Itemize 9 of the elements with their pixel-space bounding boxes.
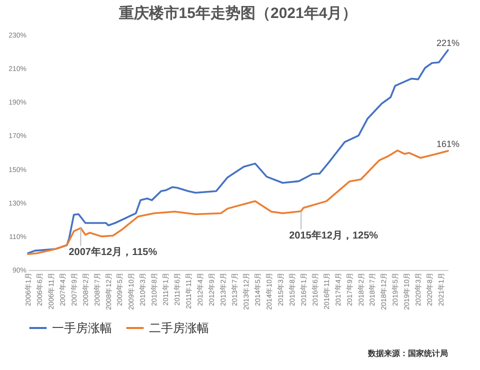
source-note: 数据来源：国家统计局 xyxy=(367,348,448,358)
legend-label: 二手房涨幅 xyxy=(149,321,209,335)
line-series xyxy=(27,150,449,255)
legend-label: 一手房涨幅 xyxy=(52,321,112,335)
annotation: 221% xyxy=(436,38,460,48)
chart-title: 重庆楼市15年走势图（2021年4月） xyxy=(118,4,358,22)
annotation: 161% xyxy=(436,138,460,149)
annotation: 2015年12月，125% xyxy=(289,229,378,242)
annotation: 2007年12月，115% xyxy=(68,246,158,258)
